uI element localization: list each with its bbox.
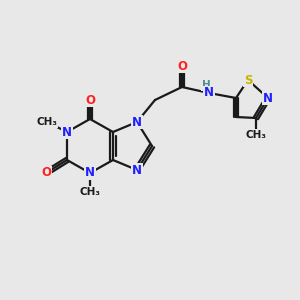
- Text: N: N: [62, 125, 72, 139]
- Text: N: N: [263, 92, 273, 104]
- Text: H: H: [202, 80, 210, 90]
- Text: O: O: [41, 167, 51, 179]
- Text: N: N: [204, 86, 214, 100]
- Text: S: S: [244, 74, 252, 86]
- Text: N: N: [85, 167, 95, 179]
- Text: O: O: [177, 59, 187, 73]
- Text: N: N: [132, 164, 142, 176]
- Text: N: N: [132, 116, 142, 128]
- Text: CH₃: CH₃: [245, 130, 266, 140]
- Text: O: O: [85, 94, 95, 106]
- Text: CH₃: CH₃: [37, 117, 58, 127]
- Text: CH₃: CH₃: [80, 187, 100, 197]
